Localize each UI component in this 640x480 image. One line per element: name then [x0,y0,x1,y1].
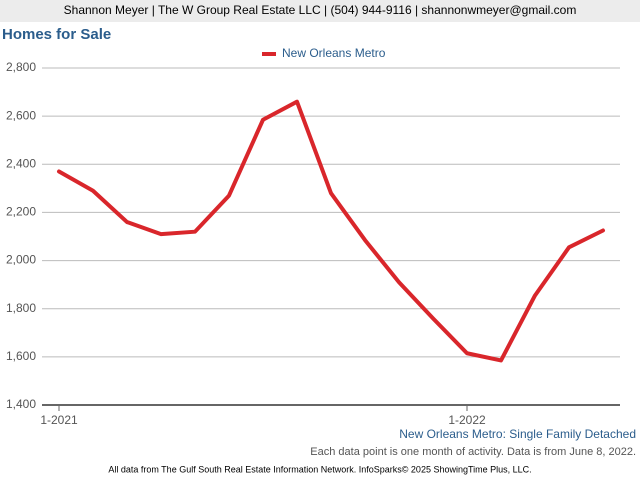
y-tick-label: 2,200 [6,205,36,219]
y-tick-label: 2,600 [6,108,36,122]
legend-label: New Orleans Metro [282,46,386,60]
chart-subtitle: New Orleans Metro: Single Family Detache… [399,427,636,441]
y-tick-label: 2,800 [6,60,36,74]
y-tick-label: 1,800 [6,301,36,315]
y-tick-label: 2,400 [6,156,36,170]
x-tick-label: 1-2021 [40,413,78,427]
footer-text: All data from The Gulf South Real Estate… [108,464,531,474]
y-tick-label: 2,000 [6,253,36,267]
x-tick-label: 1-2022 [448,413,486,427]
series-line [57,99,605,363]
y-tick-label: 1,600 [6,349,36,363]
chart-note: Each data point is one month of activity… [310,446,636,458]
header-text: Shannon Meyer | The W Group Real Estate … [64,3,577,17]
y-tick-label: 1,400 [6,397,36,411]
header-bar [0,0,640,22]
chart-title: Homes for Sale [2,26,111,43]
